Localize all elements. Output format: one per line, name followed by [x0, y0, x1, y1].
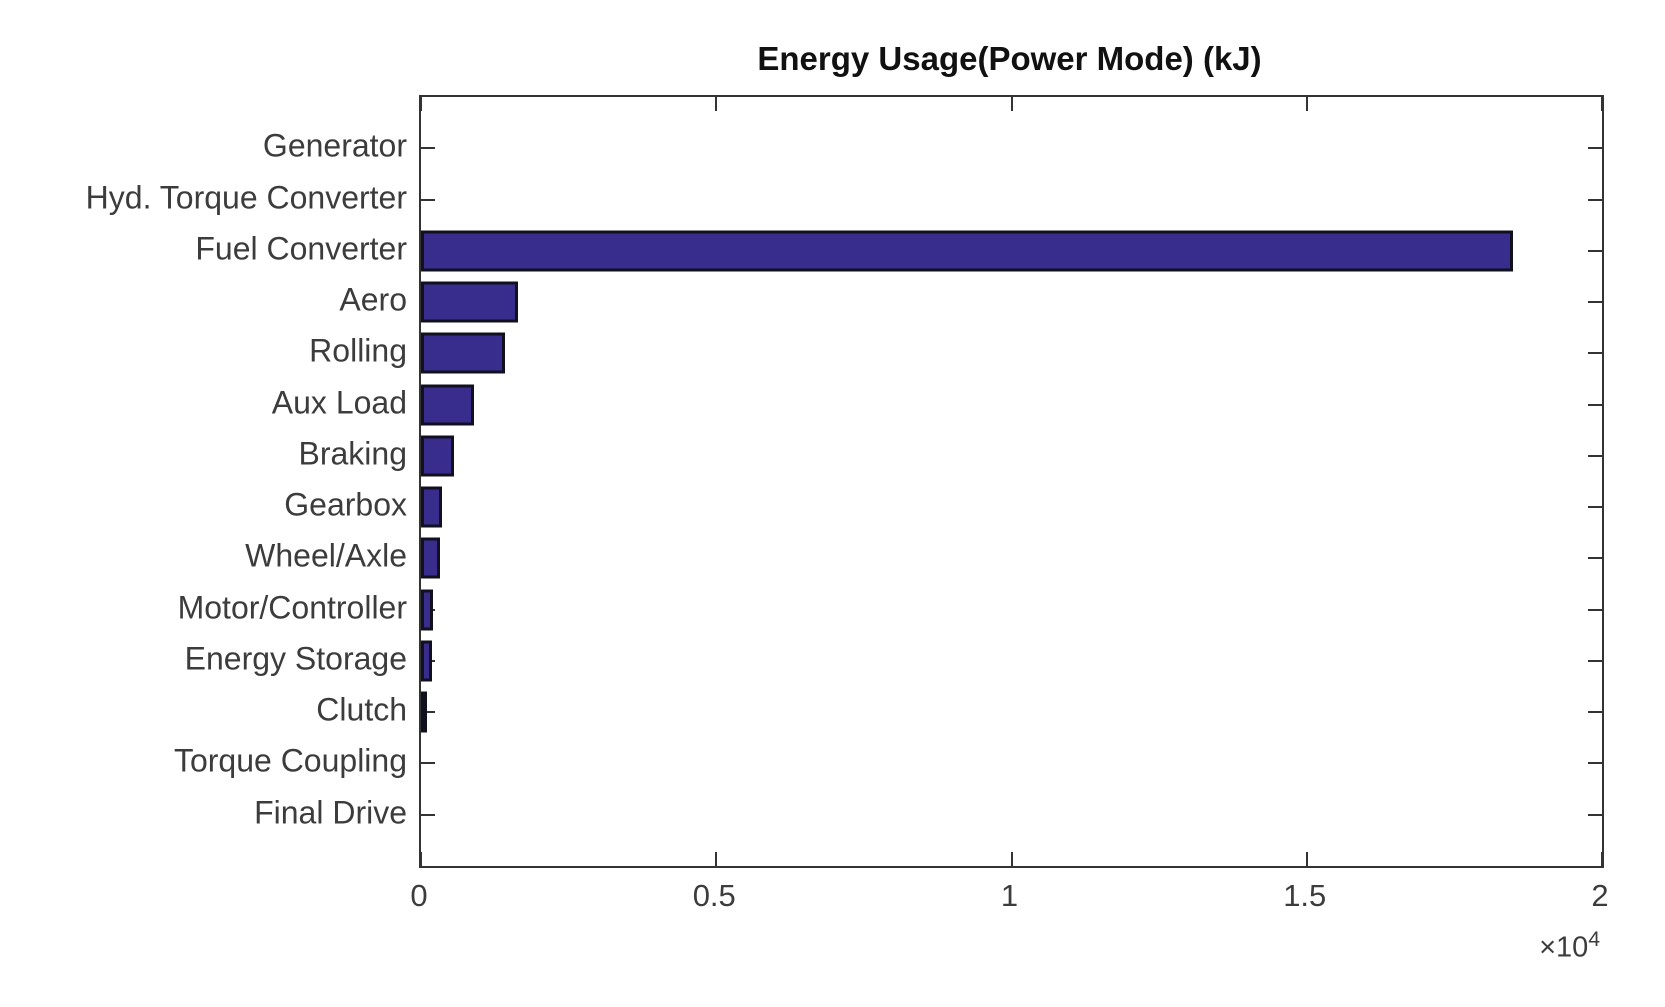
y-tick-right — [1588, 352, 1602, 355]
y-tick-right — [1588, 301, 1602, 304]
y-tick-label-generator: Generator — [262, 127, 407, 164]
x-tick-bottom — [715, 852, 718, 866]
x-tick-bottom — [1601, 852, 1603, 866]
y-tick-label-aero: Aero — [339, 281, 407, 318]
y-tick-right — [1588, 454, 1602, 457]
chart-title: Energy Usage(Power Mode) (kJ) — [757, 40, 1262, 77]
y-tick-label-wheel-axle: Wheel/Axle — [245, 537, 407, 574]
y-tick-label-motor-controller: Motor/Controller — [177, 589, 407, 626]
y-tick-right — [1588, 813, 1602, 816]
bar-wheel-axle — [421, 537, 441, 579]
x-tick-label-1: 1 — [1000, 878, 1019, 913]
x-axis-labels: 0 0.5 1 1.5 2 — [410, 878, 1608, 920]
y-tick-right — [1588, 762, 1602, 765]
bar-rolling — [421, 332, 505, 374]
x-tick-bottom — [420, 852, 422, 866]
y-tick-right — [1588, 147, 1602, 150]
y-tick-label-rolling: Rolling — [309, 332, 407, 369]
x-tick-top — [1010, 97, 1013, 111]
y-tick-right — [1588, 608, 1602, 611]
y-tick-left — [421, 813, 435, 816]
bar-fuel-converter — [421, 230, 1514, 272]
y-tick-label-aux-load: Aux Load — [271, 384, 407, 421]
y-tick-left — [421, 198, 435, 201]
y-tick-right — [1588, 659, 1602, 662]
x-tick-bottom — [1010, 852, 1013, 866]
y-tick-label-energy-storage: Energy Storage — [184, 640, 407, 677]
y-tick-label-fuel-converter: Fuel Converter — [195, 230, 407, 267]
y-tick-label-braking: Braking — [298, 435, 408, 472]
y-tick-right — [1588, 506, 1602, 509]
x-tick-top — [1305, 97, 1308, 111]
y-tick-label-gearbox: Gearbox — [284, 486, 407, 523]
x-axis-multiplier: ×104 — [419, 928, 1600, 965]
y-tick-right — [1588, 557, 1602, 560]
x-tick-top — [715, 97, 718, 111]
y-tick-label-hyd-torque-converter: Hyd. Torque Converter — [85, 179, 407, 216]
x-tick-label-1-5: 1.5 — [1283, 878, 1327, 913]
x-tick-bottom — [1305, 852, 1308, 866]
y-tick-label-clutch: Clutch — [316, 691, 407, 728]
bar-aux-load — [421, 384, 475, 426]
bar-motor-controller — [421, 589, 434, 631]
y-tick-left — [421, 711, 435, 714]
bar-gearbox — [421, 486, 443, 528]
y-tick-label-final-drive: Final Drive — [254, 794, 407, 831]
multiplier-exponent: 4 — [1588, 928, 1600, 951]
y-tick-right — [1588, 198, 1602, 201]
bar-aero — [421, 281, 519, 323]
x-tick-label-2: 2 — [1591, 878, 1609, 913]
y-tick-label-torque-coupling: Torque Coupling — [173, 742, 407, 779]
bar-clutch — [421, 691, 427, 733]
y-tick-left — [421, 762, 435, 765]
x-tick-top — [1601, 97, 1603, 111]
x-tick-top — [420, 97, 422, 111]
x-tick-label-0-5: 0.5 — [692, 878, 736, 913]
y-axis-labels: Generator Hyd. Torque Converter Fuel Conve… — [0, 95, 407, 864]
multiplier-base: ×10 — [1539, 931, 1589, 964]
plot-area — [419, 95, 1604, 868]
bar-braking — [421, 435, 455, 477]
y-tick-left — [421, 147, 435, 150]
x-tick-label-0: 0 — [410, 878, 428, 913]
bar-energy-storage — [421, 640, 433, 682]
y-tick-right — [1588, 249, 1602, 252]
y-tick-right — [1588, 711, 1602, 714]
y-tick-right — [1588, 403, 1602, 406]
